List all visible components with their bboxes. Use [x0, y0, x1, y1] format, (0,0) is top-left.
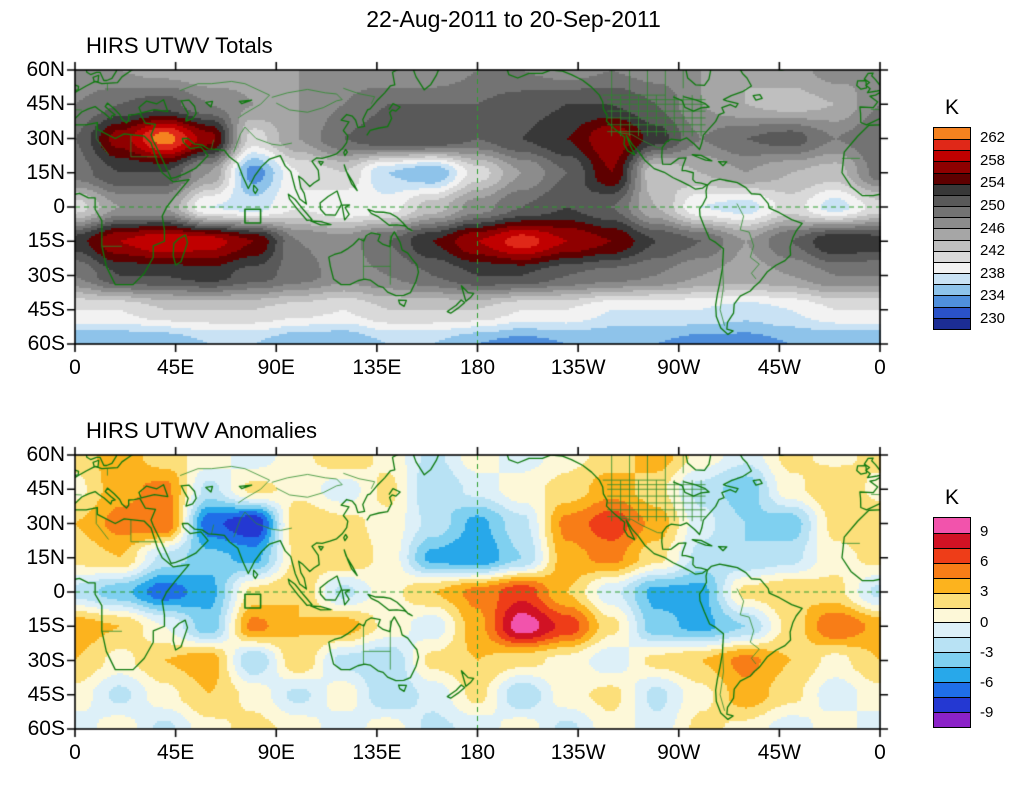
lon-tick-label: 45W: [757, 356, 801, 379]
lat-tick-label: 60N: [26, 58, 65, 81]
lat-tick-label: 15S: [27, 229, 65, 253]
colorbar-segment: [934, 284, 970, 296]
colorbar-tick-label: -3: [980, 643, 994, 661]
colorbar-segment: [934, 562, 970, 578]
lon-tick-label: 0: [874, 356, 886, 379]
lat-tick-label: 45S: [27, 682, 65, 706]
colorbar-segment: [934, 622, 970, 638]
colorbar-segment: [934, 150, 970, 162]
lat-tick-label: 60N: [26, 443, 65, 466]
colorbar-segment: [934, 532, 970, 548]
lat-tick-label: 60S: [27, 332, 65, 355]
colorbar-tick-label: -6: [980, 673, 994, 691]
totals-colorbar: [933, 127, 971, 330]
colorbar-segment: [934, 206, 970, 218]
colorbar-segment: [934, 172, 970, 184]
lon-tick-label: 135W: [550, 741, 606, 764]
lon-tick-label: 90E: [257, 741, 295, 764]
colorbar-tick-label: 234: [980, 287, 1006, 305]
colorbar-tick-label: 250: [980, 196, 1006, 214]
lat-tick-label: 30S: [27, 263, 65, 287]
lon-tick-label: 90W: [657, 741, 701, 764]
lat-tick-label: 30N: [26, 126, 65, 150]
lat-tick-label: 45S: [27, 297, 65, 321]
colorbar-segment: [934, 161, 970, 173]
colorbar-segment: [934, 306, 970, 318]
colorbar-segment: [934, 637, 970, 653]
lat-tick-label: 60S: [27, 717, 65, 740]
colorbar-tick-label: 246: [980, 219, 1006, 237]
colorbar-segment: [934, 667, 970, 683]
lat-tick-label: 0: [53, 195, 65, 218]
colorbar-segment: [934, 250, 970, 262]
colorbar-tick-label: 230: [980, 309, 1006, 327]
colorbar-tick-label: 258: [980, 151, 1006, 169]
totals-colorbar-unit-label: K: [944, 96, 959, 119]
colorbar-segment: [934, 607, 970, 623]
lon-tick-label: 45E: [156, 741, 195, 764]
colorbar-segment: [934, 128, 970, 140]
colorbar-segment: [934, 317, 970, 329]
colorbar-segment: [934, 261, 970, 274]
colorbar-segment: [934, 228, 970, 240]
colorbar-segment: [934, 183, 970, 195]
lon-tick-label: 45W: [757, 741, 801, 764]
colorbar-segment: [934, 139, 970, 151]
lon-tick-label: 0: [69, 741, 81, 764]
lon-tick-label: 45E: [156, 356, 195, 379]
lat-tick-label: 45N: [26, 92, 65, 116]
colorbar-segment: [934, 547, 970, 563]
lon-tick-label: 0: [69, 356, 81, 379]
page-title: 22-Aug-2011 to 20-Sep-2011: [366, 6, 661, 32]
colorbar-tick-label: 242: [980, 242, 1006, 260]
lon-tick-label: 90W: [657, 356, 701, 379]
colorbar-segment: [934, 295, 970, 307]
lat-tick-label: 15N: [26, 545, 65, 569]
totals-panel-title: HIRS UTWV Totals: [86, 33, 273, 58]
colorbar-tick-label: 3: [980, 583, 989, 601]
colorbar-segment: [934, 652, 970, 668]
lat-tick-label: 15S: [27, 614, 65, 638]
colorbar-segment: [934, 194, 970, 207]
colorbar-tick-label: 6: [980, 553, 989, 571]
colorbar-tick-label: -9: [980, 703, 994, 721]
colorbar-segment: [934, 518, 970, 533]
lon-tick-label: 180: [459, 356, 496, 379]
anomalies-map-canvas: [63, 443, 892, 741]
lat-tick-label: 15N: [26, 160, 65, 184]
lon-tick-label: 135E: [352, 356, 402, 379]
colorbar-tick-label: 238: [980, 264, 1006, 282]
lon-tick-label: 180: [459, 741, 496, 764]
lon-tick-label: 0: [874, 741, 886, 764]
colorbar-segment: [934, 711, 970, 727]
colorbar-segment: [934, 273, 970, 285]
lat-tick-label: 30S: [27, 648, 65, 672]
colorbar-segment: [934, 682, 970, 698]
lat-tick-label: 45N: [26, 477, 65, 501]
totals-map-canvas: [63, 58, 892, 356]
lon-tick-label: 135W: [550, 356, 606, 379]
anomalies-colorbar: [933, 517, 971, 728]
colorbar-segment: [934, 239, 970, 251]
colorbar-segment: [934, 592, 970, 608]
lon-tick-label: 90E: [257, 356, 295, 379]
colorbar-tick-label: 9: [980, 523, 989, 541]
lon-tick-label: 135E: [352, 741, 402, 764]
lat-tick-label: 30N: [26, 511, 65, 535]
colorbar-tick-label: 0: [980, 613, 989, 631]
lat-tick-label: 0: [53, 580, 65, 603]
colorbar-segment: [934, 577, 970, 593]
colorbar-segment: [934, 217, 970, 229]
colorbar-segment: [934, 697, 970, 712]
colorbar-tick-label: 254: [980, 174, 1006, 192]
anomalies-panel-title: HIRS UTWV Anomalies: [86, 418, 318, 443]
colorbar-tick-label: 262: [980, 129, 1006, 147]
anomalies-colorbar-unit-label: K: [944, 486, 959, 509]
